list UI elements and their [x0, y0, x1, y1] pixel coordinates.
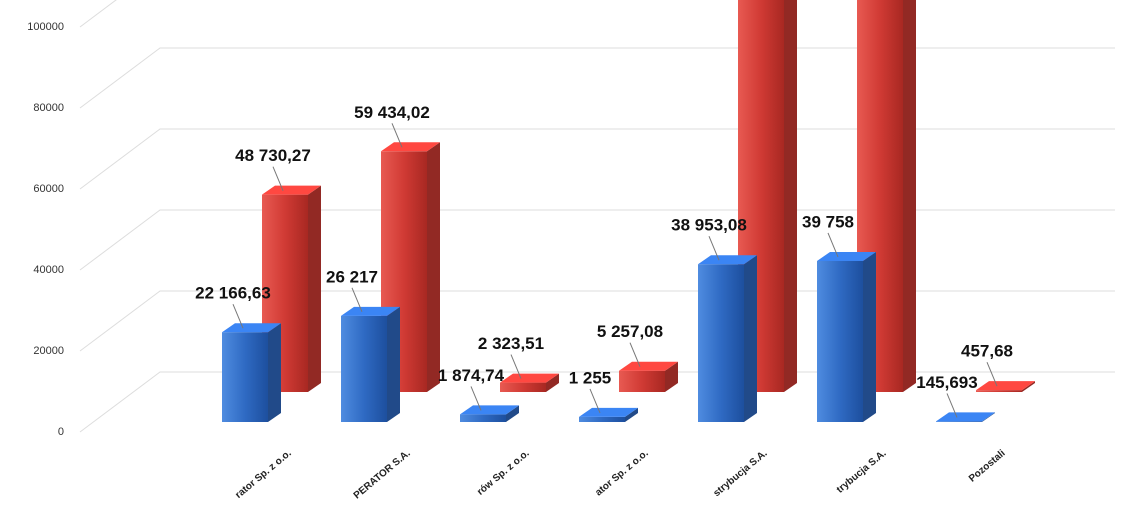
bar-side	[982, 412, 995, 422]
bar	[500, 382, 546, 392]
label-leader	[946, 393, 958, 418]
grid-line	[79, 209, 1115, 271]
bar-side	[546, 373, 559, 392]
label-leader	[470, 386, 482, 411]
value-label: 2 323,51	[478, 334, 544, 353]
label-leader	[391, 123, 403, 148]
value-label: 145,693	[916, 373, 977, 392]
bar	[222, 332, 268, 422]
bar-side	[268, 323, 281, 422]
grid-line	[79, 47, 1115, 109]
bar-side	[625, 407, 638, 422]
bar-top	[460, 405, 519, 415]
bar	[976, 390, 1022, 392]
bar-top	[222, 323, 281, 333]
bar-side	[387, 306, 400, 422]
bar-top	[817, 251, 876, 261]
bar-side	[665, 361, 678, 392]
label-leader	[589, 388, 601, 414]
label-leader	[629, 342, 641, 367]
bar-top	[500, 373, 559, 383]
bar-top	[936, 412, 995, 422]
label-leader	[708, 236, 720, 261]
label-leader	[827, 232, 839, 258]
y-tick-label: 80000	[33, 102, 64, 114]
y-tick-label: 20000	[33, 345, 64, 357]
bar	[619, 370, 665, 392]
bar-top	[976, 381, 1035, 391]
x-tick-label: ator Sp. z o.o.	[593, 448, 650, 499]
value-label: 1 874,74	[438, 366, 505, 385]
bar-side	[308, 185, 321, 392]
value-label: 457,68	[961, 342, 1013, 361]
label-leader	[986, 361, 998, 387]
bar	[817, 260, 863, 422]
bar	[698, 264, 744, 422]
bar-side	[1022, 381, 1035, 392]
value-label: 59 434,02	[354, 103, 430, 122]
x-tick-label: PERATOR S.A.	[352, 448, 413, 502]
bar-side	[506, 405, 519, 422]
value-label: 48 730,27	[235, 146, 311, 165]
grid-line	[79, 0, 117, 28]
bar-top	[619, 361, 678, 371]
bar-side	[784, 0, 797, 392]
value-label: 26 217	[326, 267, 378, 286]
bar-top	[698, 255, 757, 265]
label-leader	[351, 287, 363, 313]
x-tick-label: rator Sp. z o.o.	[233, 448, 293, 501]
x-tick-label: rów Sp. z o.o.	[475, 448, 532, 498]
label-leader	[272, 166, 284, 191]
bar-side	[903, 0, 916, 392]
bar	[460, 414, 506, 422]
x-tick-label: strybucja S.A.	[711, 448, 769, 499]
y-tick-label: 0	[58, 426, 64, 438]
value-label: 22 166,63	[195, 284, 271, 303]
y-tick-label: 40000	[33, 264, 64, 276]
bar-top	[381, 142, 440, 152]
bar-top	[341, 306, 400, 316]
y-tick-label: 100000	[27, 21, 64, 33]
value-label: 39 758	[802, 212, 854, 231]
bar	[936, 421, 982, 422]
bar	[579, 416, 625, 422]
value-label: 1 255	[569, 368, 612, 387]
label-leader	[232, 304, 244, 329]
bar-top	[579, 407, 638, 417]
x-tick-label: trybucja S.A.	[835, 448, 889, 496]
bar-side	[744, 255, 757, 422]
value-label: 38 953,08	[671, 216, 747, 235]
y-tick-label: 60000	[33, 183, 64, 195]
bar-side	[427, 142, 440, 392]
x-tick-label: Pozostali	[967, 448, 1008, 485]
bar	[341, 315, 387, 422]
bar-side	[863, 251, 876, 422]
label-leader	[510, 354, 522, 379]
value-label: 5 257,08	[597, 322, 663, 341]
bar-top	[262, 185, 321, 195]
